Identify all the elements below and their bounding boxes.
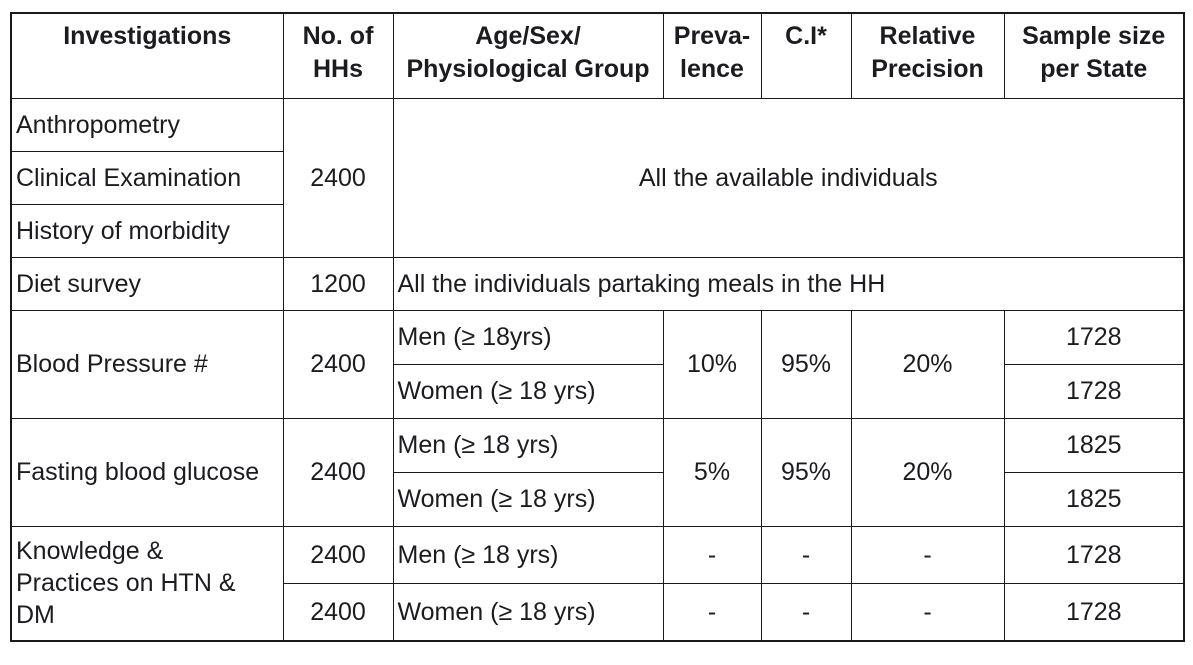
row-history-of-morbidity: History of morbidity — [10, 203, 1184, 258]
row-diet-survey: Diet survey 1200 All the individuals par… — [10, 256, 1185, 311]
survey-sampling-table: Investigations No. of HHs Age/Sex/ Physi… — [10, 12, 1185, 642]
cell-relative-precision-knowledge-practices-men: - — [850, 525, 1005, 584]
row-clinical-examination: Clinical Examination — [10, 150, 1184, 205]
cell-hhs-blood-pressure: 2400 — [282, 309, 394, 419]
cell-group-fasting-blood-glucose-men: Men (≥ 18 yrs) — [392, 417, 664, 473]
cell-hhs-fasting-blood-glucose: 2400 — [282, 417, 394, 527]
cell-prevalence-knowledge-practices-men: - — [662, 525, 762, 584]
cell-prevalence-knowledge-practices-women: - — [662, 582, 762, 642]
row-fasting-blood-glucose-men: Fasting blood glucose 2400 Men (≥ 18 yrs… — [10, 417, 1185, 527]
cell-sample-knowledge-practices-women: 1728 — [1003, 582, 1185, 642]
cell-relative-precision-knowledge-practices-women: - — [850, 582, 1005, 642]
cell-group-fasting-blood-glucose-women: Women (≥ 18 yrs) — [392, 471, 664, 527]
column-header-age-sex-group: Age/Sex/ Physiological Group — [392, 12, 664, 99]
cell-group-blood-pressure-women: Women (≥ 18 yrs) — [392, 363, 664, 419]
header-row: Investigations No. of HHs Age/Sex/ Physi… — [10, 12, 1185, 99]
cell-prevalence-blood-pressure: 10% — [662, 309, 762, 419]
cell-hhs-knowledge-practices-women: 2400 — [282, 582, 394, 642]
cell-ci-fasting-blood-glucose: 95% — [760, 417, 852, 527]
row-knowledge-practices-women: 2400 Women (≥ 18 yrs) - - - 1728 — [11, 582, 1185, 642]
cell-investigation-knowledge-practices: Knowledge & Practices on HTN & DM — [10, 525, 284, 642]
cell-group-blood-pressure-men: Men (≥ 18yrs) — [392, 309, 664, 365]
cell-hhs-knowledge-practices-men: 2400 — [282, 525, 394, 584]
cell-investigation-anthropometry: Anthropometry — [10, 97, 284, 152]
column-header-investigations: Investigations — [10, 12, 284, 99]
cell-investigation-blood-pressure: Blood Pressure # — [10, 309, 284, 419]
cell-group-knowledge-practices-men: Men (≥ 18 yrs) — [392, 525, 664, 584]
cell-sample-blood-pressure-women: 1728 — [1003, 363, 1185, 419]
column-header-no-of-hhs: No. of HHs — [282, 12, 394, 99]
row-knowledge-practices-men: Knowledge & Practices on HTN & DM 2400 M… — [10, 525, 1185, 642]
cell-hhs-diet-survey: 1200 — [282, 256, 394, 311]
cell-ci-knowledge-practices-men: - — [760, 525, 852, 584]
cell-coverage-diet-survey: All the individuals partaking meals in t… — [392, 256, 1185, 311]
cell-sample-blood-pressure-men: 1728 — [1003, 309, 1185, 365]
cell-relative-precision-blood-pressure: 20% — [850, 309, 1005, 419]
cell-relative-precision-fasting-blood-glucose: 20% — [850, 417, 1005, 527]
cell-investigation-fasting-blood-glucose: Fasting blood glucose — [10, 417, 284, 527]
column-header-sample-size: Sample size per State — [1003, 12, 1185, 99]
column-header-relative-precision: Relative Precision — [850, 12, 1005, 99]
column-header-prevalence: Preva- lence — [662, 12, 762, 99]
cell-sample-knowledge-practices-men: 1728 — [1003, 525, 1185, 584]
cell-hhs-household-group: 2400 — [282, 97, 394, 258]
cell-coverage-household-group: All the available individuals — [392, 97, 1185, 258]
column-header-ci: C.I* — [760, 12, 852, 99]
cell-ci-knowledge-practices-women: - — [760, 582, 852, 642]
row-blood-pressure-men: Blood Pressure # 2400 Men (≥ 18yrs) 10% … — [10, 309, 1185, 419]
cell-investigation-clinical-examination: Clinical Examination — [10, 150, 284, 205]
cell-sample-fasting-blood-glucose-women: 1825 — [1003, 471, 1185, 527]
cell-prevalence-fasting-blood-glucose: 5% — [662, 417, 762, 527]
cell-sample-fasting-blood-glucose-men: 1825 — [1003, 417, 1185, 473]
cell-ci-blood-pressure: 95% — [760, 309, 852, 419]
row-anthropometry: Anthropometry 2400 All the available ind… — [10, 97, 1185, 258]
cell-investigation-diet-survey: Diet survey — [10, 256, 284, 311]
cell-investigation-history-of-morbidity: History of morbidity — [10, 203, 284, 258]
cell-group-knowledge-practices-women: Women (≥ 18 yrs) — [392, 582, 664, 642]
